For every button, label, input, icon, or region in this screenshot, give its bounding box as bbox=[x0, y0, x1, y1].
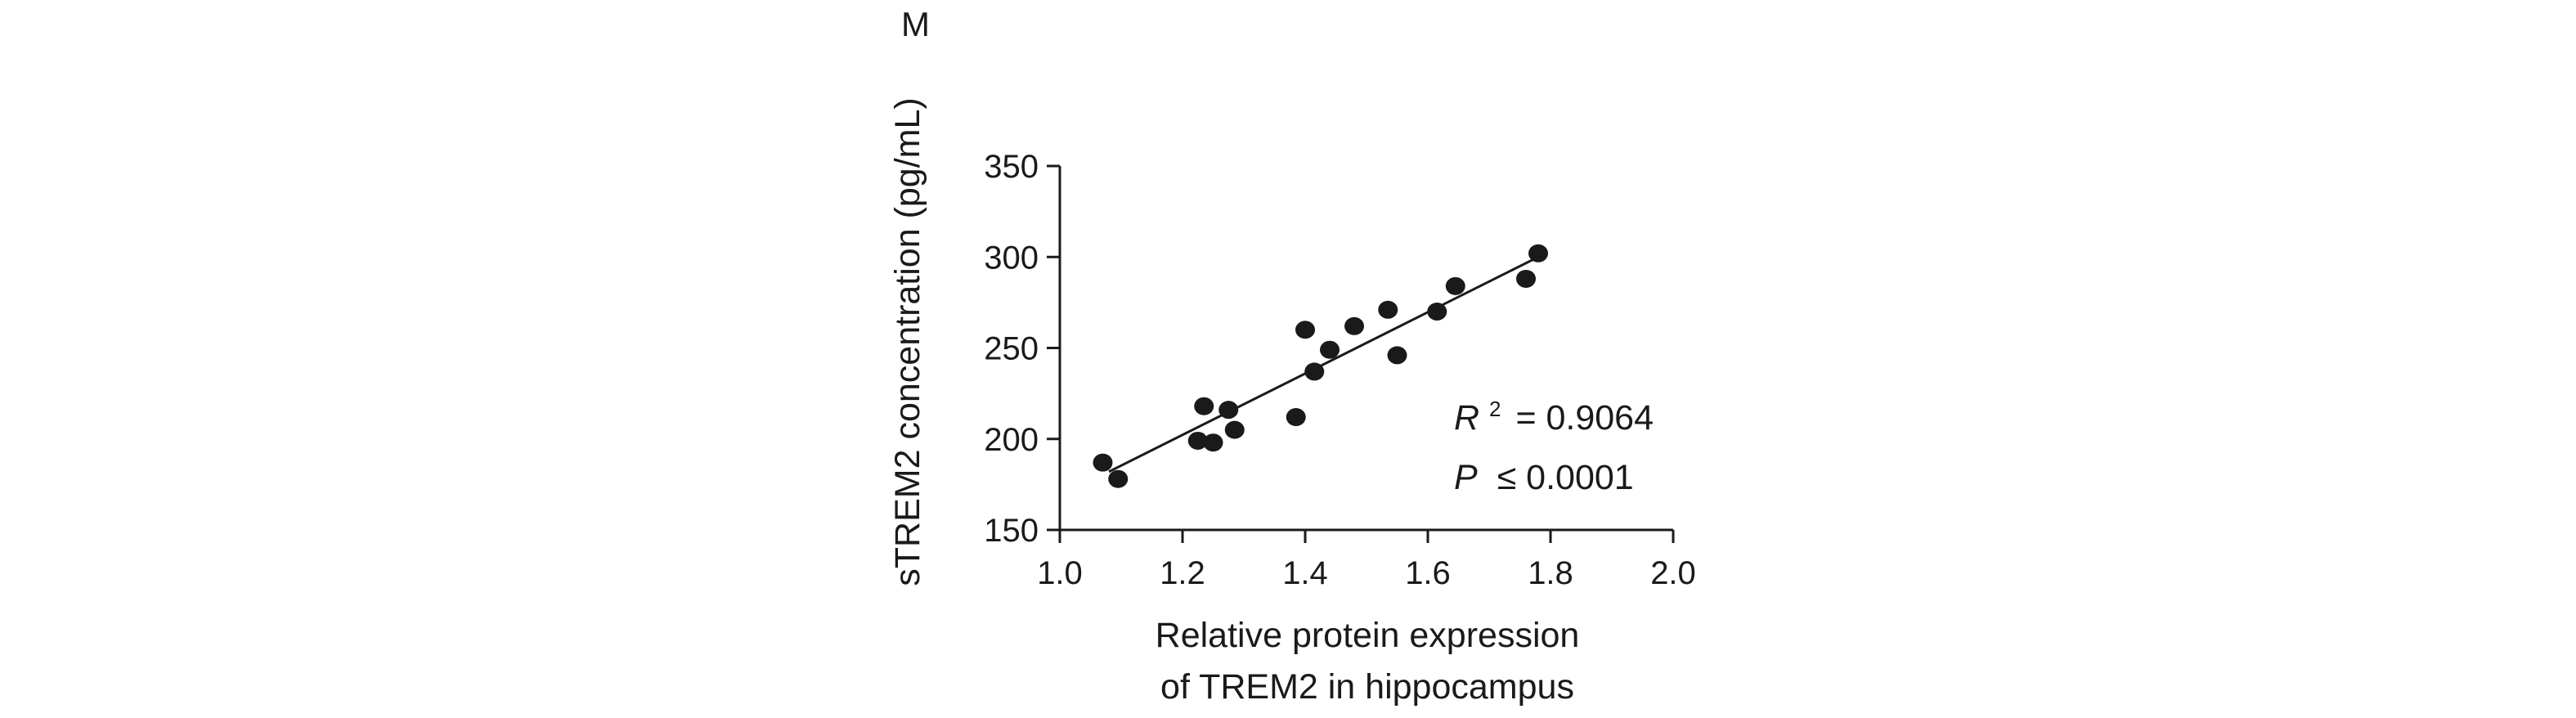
r-squared-annotation: R 2 = 0.9064 bbox=[1454, 385, 1654, 438]
statistics-annotation: R 2 = 0.9064 P ≤ 0.0001 bbox=[1454, 385, 1654, 497]
data-point bbox=[1320, 340, 1340, 359]
x-tick-label: 1.0 bbox=[1037, 555, 1083, 591]
y-tick-label: 300 bbox=[984, 240, 1039, 276]
y-ticks: 150 200 250 300 350 bbox=[984, 149, 1060, 549]
x-tick-label: 2.0 bbox=[1650, 555, 1696, 591]
x-axis-title-line2: of TREM2 in hippocampus bbox=[1160, 667, 1574, 707]
data-point bbox=[1218, 401, 1239, 420]
r-squared-value: = 0.9064 bbox=[1515, 398, 1654, 438]
x-tick-label: 1.2 bbox=[1160, 555, 1205, 591]
data-point bbox=[1378, 300, 1398, 319]
data-point bbox=[1427, 303, 1447, 321]
p-symbol: P bbox=[1454, 458, 1478, 497]
regression-line-group bbox=[1108, 255, 1539, 473]
data-point bbox=[1187, 431, 1208, 450]
data-point bbox=[1108, 469, 1129, 488]
y-tick-label: 250 bbox=[984, 331, 1039, 367]
x-ticks: 1.0 1.2 1.4 1.6 1.8 2.0 bbox=[1037, 530, 1696, 591]
data-point bbox=[1445, 276, 1465, 295]
data-point bbox=[1093, 453, 1113, 472]
data-point bbox=[1516, 269, 1536, 288]
p-value-annotation: P ≤ 0.0001 bbox=[1454, 458, 1634, 497]
p-value: ≤ 0.0001 bbox=[1497, 458, 1634, 497]
data-point bbox=[1344, 316, 1364, 335]
data-point bbox=[1387, 346, 1407, 365]
data-points bbox=[1093, 244, 1548, 488]
data-point bbox=[1304, 362, 1325, 381]
data-point bbox=[1224, 420, 1245, 439]
y-tick-label: 350 bbox=[984, 149, 1039, 185]
data-point bbox=[1194, 397, 1214, 415]
regression-line bbox=[1108, 255, 1539, 473]
data-point bbox=[1203, 433, 1223, 452]
data-point bbox=[1295, 321, 1315, 339]
x-tick-label: 1.6 bbox=[1405, 555, 1451, 591]
y-axis-title: sTREM2 concentration (pg/mL) bbox=[888, 97, 927, 586]
y-tick-label: 150 bbox=[984, 513, 1039, 549]
x-axis-title-line1: Relative protein expression bbox=[1156, 616, 1580, 655]
r-superscript: 2 bbox=[1489, 397, 1501, 421]
x-tick-label: 1.8 bbox=[1528, 555, 1573, 591]
y-tick-label: 200 bbox=[984, 422, 1039, 458]
x-tick-label: 1.4 bbox=[1282, 555, 1328, 591]
data-point bbox=[1286, 408, 1306, 427]
r-symbol: R bbox=[1454, 398, 1479, 438]
panel-label: M bbox=[901, 5, 930, 43]
data-point bbox=[1528, 244, 1548, 263]
